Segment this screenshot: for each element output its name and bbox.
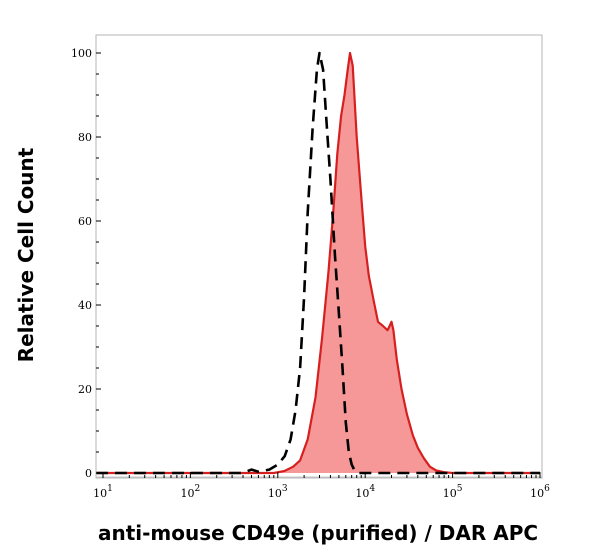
series-filled-outline — [96, 51, 540, 475]
axis-layer: 0 20 40 60 80 100 101 102 103 104 105 106 — [71, 47, 550, 500]
x-tick-label: 104 — [355, 484, 375, 500]
x-tick-label: 106 — [530, 484, 550, 500]
x-tick-label: 105 — [443, 484, 463, 500]
series-layer — [96, 51, 540, 475]
x-tick-label: 101 — [93, 484, 113, 500]
x-tick-label: 102 — [181, 484, 201, 500]
y-tick-label: 100 — [71, 47, 92, 60]
x-axis-title: anti-mouse CD49e (purified) / DAR APC — [98, 521, 538, 545]
y-tick-label: 40 — [78, 299, 92, 312]
y-tick-label: 20 — [78, 383, 92, 396]
plot-frame — [95, 34, 543, 479]
series-filled-area — [96, 53, 540, 473]
y-tick-label: 60 — [78, 215, 92, 228]
y-tick-label: 80 — [78, 131, 92, 144]
y-axis-title: Relative Cell Count — [14, 147, 38, 362]
y-tick-label: 0 — [85, 467, 92, 480]
x-tick-label: 103 — [268, 484, 288, 500]
